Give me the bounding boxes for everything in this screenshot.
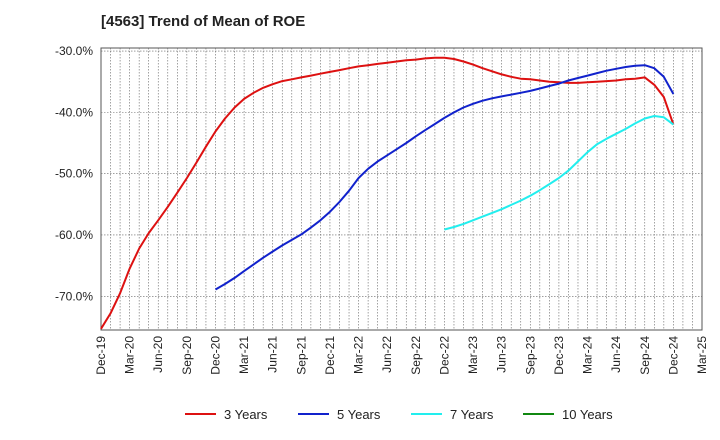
x-tick-label: Sep-23 bbox=[523, 336, 537, 375]
x-tick-label: Mar-21 bbox=[237, 336, 251, 374]
x-tick-label: Dec-19 bbox=[94, 336, 108, 375]
legend-label: 10 Years bbox=[562, 407, 613, 422]
y-tick-label: -50.0% bbox=[55, 167, 93, 181]
legend: 3 Years 5 Years 7 Years 10 Years bbox=[185, 407, 613, 422]
x-tick-label: Jun-23 bbox=[495, 336, 509, 373]
y-tick-label: -60.0% bbox=[55, 228, 93, 242]
plot-frame bbox=[100, 47, 703, 331]
x-tick-label: Mar-25 bbox=[695, 336, 709, 374]
series-line-5-years bbox=[214, 64, 675, 291]
x-tick-label: Mar-22 bbox=[352, 336, 366, 374]
series-line-7-years bbox=[444, 115, 675, 231]
x-tick-label: Sep-22 bbox=[409, 336, 423, 375]
x-tick-label: Dec-20 bbox=[208, 336, 222, 375]
series-line-3-years bbox=[100, 56, 675, 330]
x-tick-label: Jun-22 bbox=[380, 336, 394, 373]
legend-label: 7 Years bbox=[450, 407, 494, 422]
y-tick-label: -30.0% bbox=[55, 44, 93, 58]
y-tick-label: -70.0% bbox=[55, 289, 93, 303]
series-lines bbox=[100, 56, 675, 330]
x-tick-label: Sep-24 bbox=[638, 336, 652, 375]
x-tick-label: Dec-23 bbox=[552, 336, 566, 375]
x-tick-label: Mar-23 bbox=[466, 336, 480, 374]
y-tick-label: -40.0% bbox=[55, 105, 93, 119]
grid bbox=[100, 47, 703, 331]
legend-label: 3 Years bbox=[224, 407, 268, 422]
x-tick-label: Sep-21 bbox=[294, 336, 308, 375]
x-tick-label: Mar-20 bbox=[123, 336, 137, 374]
legend-label: 5 Years bbox=[337, 407, 381, 422]
axes: -30.0% -40.0% -50.0% -60.0% -70.0% Dec-19 Mar-… bbox=[55, 44, 709, 375]
chart-title: [4563] Trend of Mean of ROE bbox=[101, 13, 306, 30]
x-tick-label: Mar-24 bbox=[581, 336, 595, 374]
x-tick-label: Dec-21 bbox=[323, 336, 337, 375]
x-tick-label: Sep-20 bbox=[180, 336, 194, 375]
x-tick-label: Dec-22 bbox=[437, 336, 451, 375]
x-tick-label: Dec-24 bbox=[666, 336, 680, 375]
x-tick-label: Jun-20 bbox=[151, 336, 165, 373]
x-tick-label: Jun-21 bbox=[266, 336, 280, 373]
x-tick-label: Jun-24 bbox=[609, 336, 623, 373]
